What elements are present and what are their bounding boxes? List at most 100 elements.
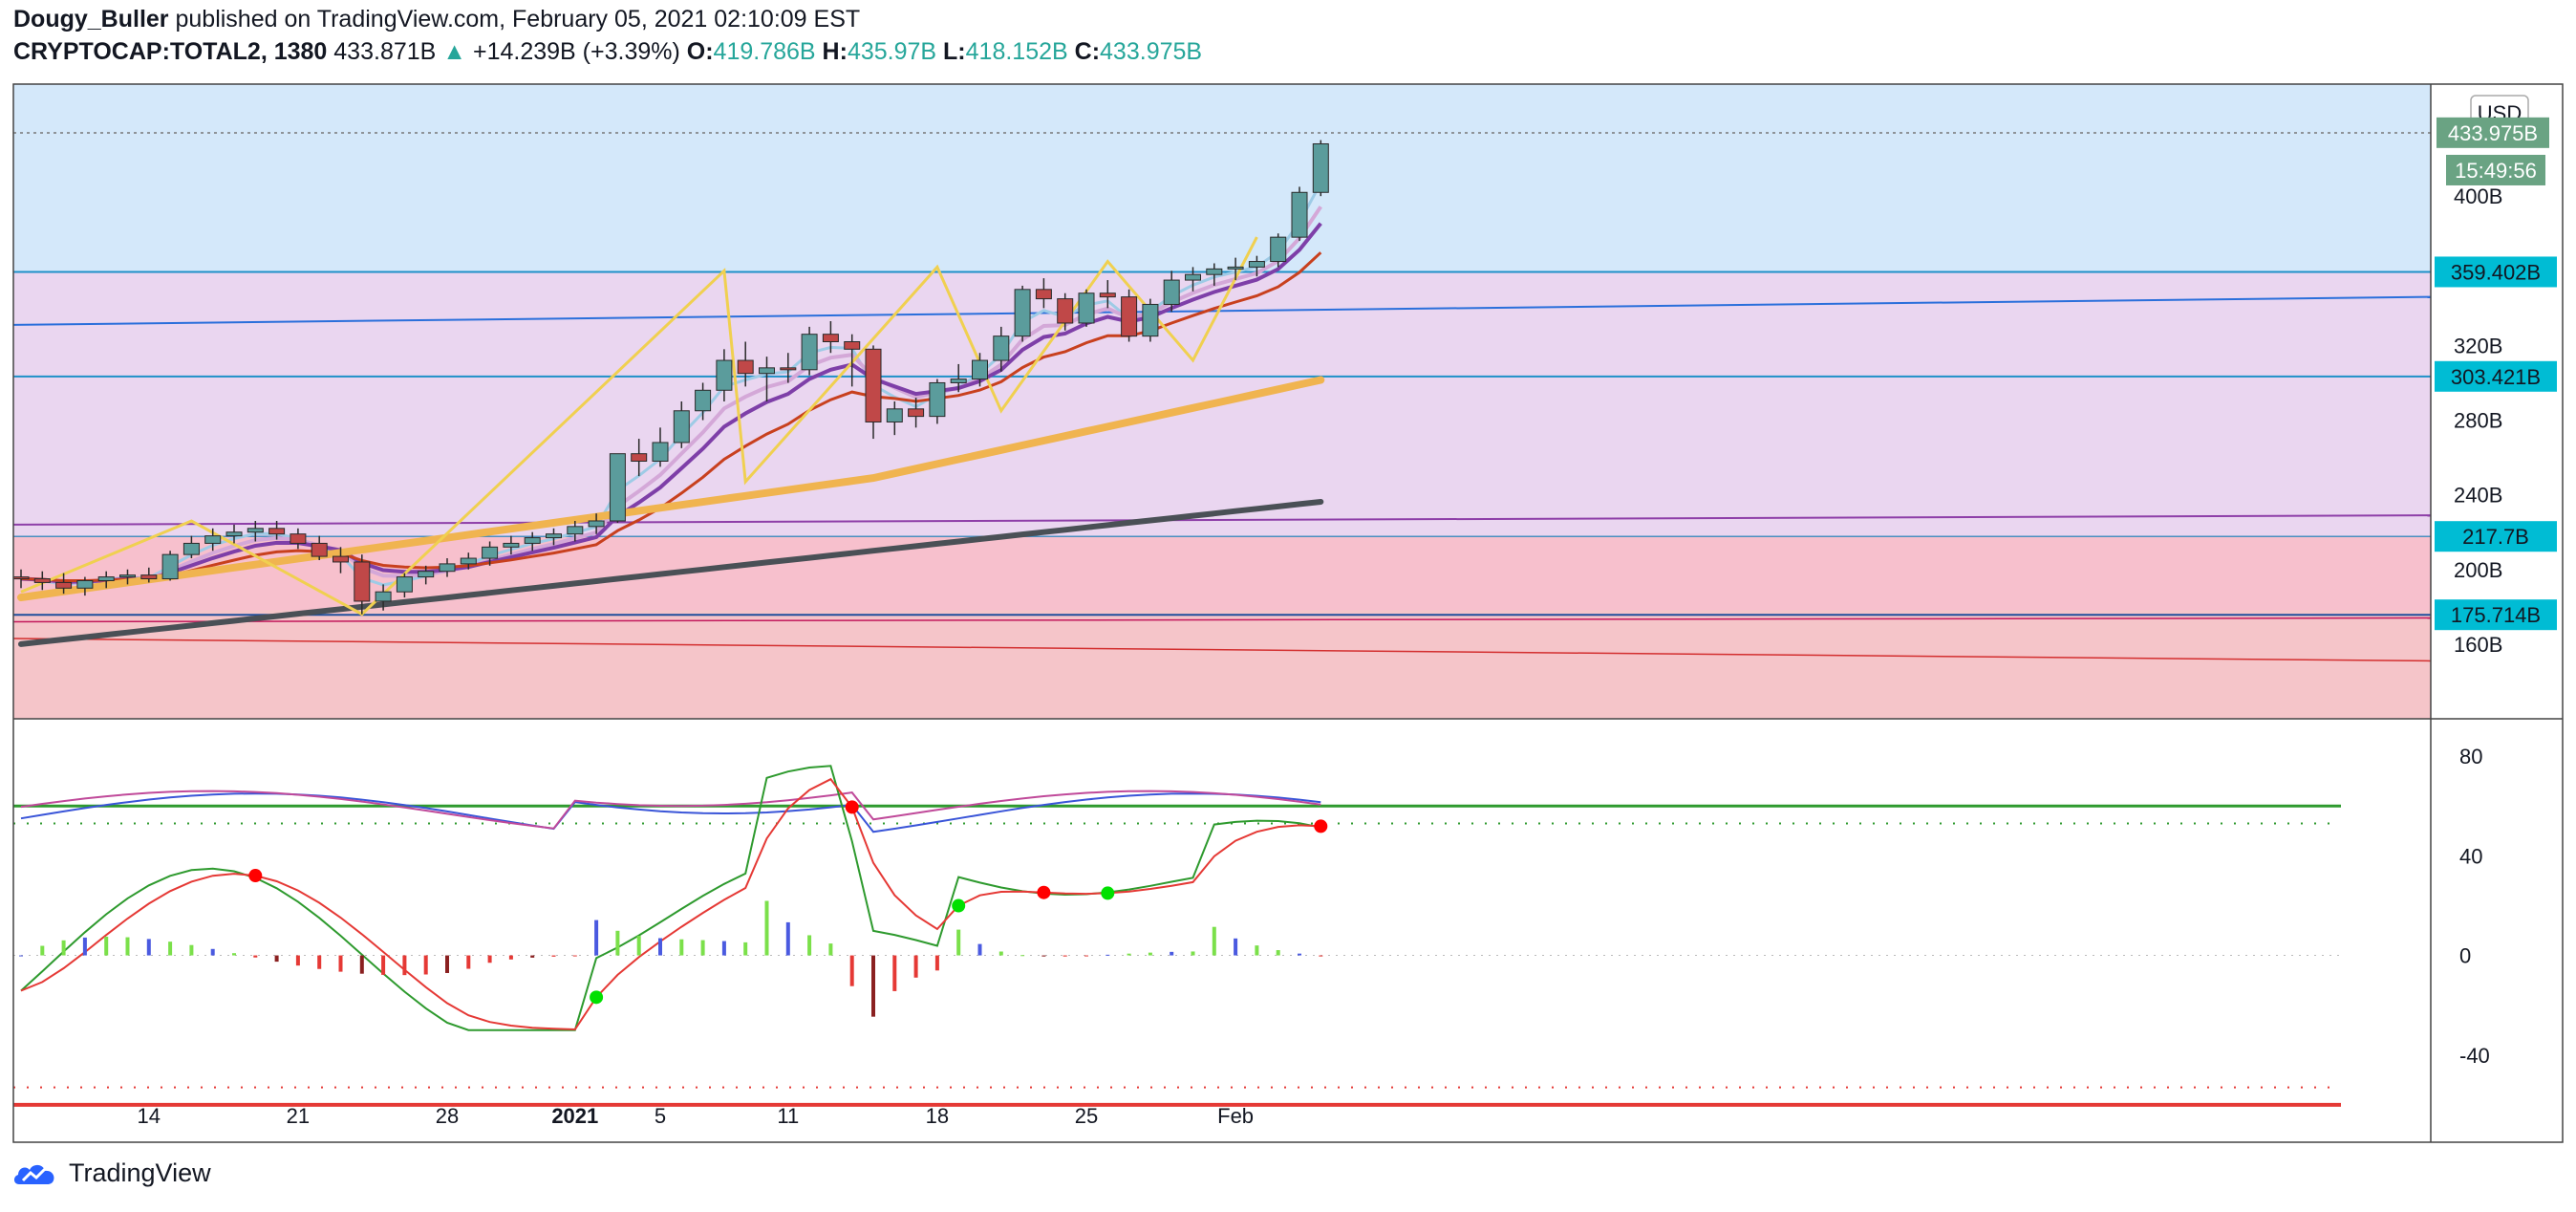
candle-body <box>1206 268 1223 275</box>
candle-body <box>268 528 286 535</box>
x-tick-label: Feb <box>1217 1104 1254 1128</box>
histogram-bar <box>828 943 833 956</box>
histogram-bar <box>274 955 279 963</box>
candle-body <box>1163 279 1180 305</box>
osc-red-line <box>20 777 1321 1031</box>
cross-dot <box>1314 819 1328 833</box>
trendline-purple <box>12 514 2432 526</box>
candle <box>1142 298 1159 342</box>
cross-dot <box>1101 886 1115 900</box>
candle-body <box>119 574 136 578</box>
candle-body <box>97 576 115 581</box>
header-line-1: Dougy_Buller published on TradingView.co… <box>13 6 860 33</box>
zone-lower-pink <box>13 610 2431 719</box>
histogram-bar <box>1319 955 1323 957</box>
ema-purple-line <box>20 222 1322 584</box>
candle-body <box>588 520 605 528</box>
histogram-bar <box>551 955 556 957</box>
candle <box>524 531 541 552</box>
candle <box>482 541 499 566</box>
candle-body <box>993 335 1010 361</box>
candle <box>1035 278 1052 309</box>
candle-body <box>737 359 754 375</box>
candle <box>695 382 712 421</box>
histogram-bar <box>1127 953 1131 956</box>
candle-body <box>886 408 903 422</box>
histogram-bar <box>317 955 322 969</box>
candle <box>55 573 73 595</box>
candle <box>204 528 222 552</box>
histogram-bar <box>785 921 790 956</box>
candle <box>1291 186 1308 242</box>
histogram-bar <box>956 929 961 956</box>
trendline-red-lower <box>12 638 2432 662</box>
candle <box>546 528 562 546</box>
symbol-label[interactable]: CRYPTOCAP:TOTAL2, 1380 <box>13 38 328 65</box>
candle <box>119 569 136 585</box>
price-tag: 175.714B <box>2435 599 2557 631</box>
histogram-bar <box>125 937 130 956</box>
low-label: L: <box>943 38 966 65</box>
candle-body <box>972 359 988 380</box>
last-price: 433.871B <box>333 38 437 65</box>
candle <box>886 401 903 436</box>
candle <box>609 453 626 523</box>
candle <box>1312 140 1329 197</box>
x-tick-label: 14 <box>138 1104 161 1128</box>
histogram-bar <box>104 936 109 956</box>
osc-blue-line <box>20 792 1321 833</box>
histogram-bar <box>381 955 386 975</box>
price-tag-label: 15:49:56 <box>2455 159 2537 183</box>
candle <box>780 353 797 383</box>
author-name[interactable]: Dougy_Buller <box>13 6 169 32</box>
histogram-bar <box>1020 955 1025 957</box>
cross-dot <box>845 800 859 814</box>
y-tick-label: 400B <box>2454 184 2502 208</box>
candle-body <box>333 555 349 563</box>
histogram-bar <box>849 955 854 986</box>
candle-body <box>161 553 179 580</box>
histogram-bar <box>998 951 1003 956</box>
candle-body <box>439 563 456 573</box>
candle-body <box>1035 289 1052 300</box>
candle <box>1185 267 1201 292</box>
cross-dot <box>590 990 604 1005</box>
candle-body <box>1121 296 1138 337</box>
candle-body <box>503 542 520 548</box>
trendline-blue <box>12 295 2432 326</box>
candle-body <box>950 379 967 383</box>
candle-body <box>55 581 73 589</box>
histogram-bar <box>658 938 662 956</box>
oscillator-pane[interactable] <box>13 765 2341 1107</box>
candle-body <box>311 542 328 557</box>
y-tick-label: 240B <box>2454 484 2502 508</box>
footer-brand[interactable]: TradingView <box>11 1158 211 1188</box>
x-tick-label: 21 <box>287 1104 310 1128</box>
candle <box>290 528 307 550</box>
candle-body <box>247 528 264 533</box>
candle-body <box>759 367 775 375</box>
candle-body <box>1142 303 1159 337</box>
candle <box>76 576 94 596</box>
x-tick-label: 28 <box>436 1104 459 1128</box>
price-pane[interactable] <box>12 84 2432 719</box>
histogram-bar <box>338 955 343 972</box>
histogram-bar <box>253 955 258 958</box>
candle-body <box>140 574 158 580</box>
y-tick-label: 280B <box>2454 409 2502 433</box>
candle-body <box>652 442 669 462</box>
histogram-bar <box>934 955 939 971</box>
brand-name: TradingView <box>69 1158 211 1187</box>
cross-dot <box>1037 885 1051 899</box>
price-tag-label: 359.402B <box>2451 260 2541 284</box>
candle-body <box>524 537 541 544</box>
histogram-bar <box>168 941 173 956</box>
price-tag: 303.421B <box>2435 360 2557 392</box>
candle <box>1078 289 1095 327</box>
histogram-bar <box>615 930 620 956</box>
candle-body <box>1078 292 1095 324</box>
candle <box>1121 289 1138 342</box>
histogram-bar <box>82 937 87 956</box>
histogram-bar <box>1084 955 1088 957</box>
